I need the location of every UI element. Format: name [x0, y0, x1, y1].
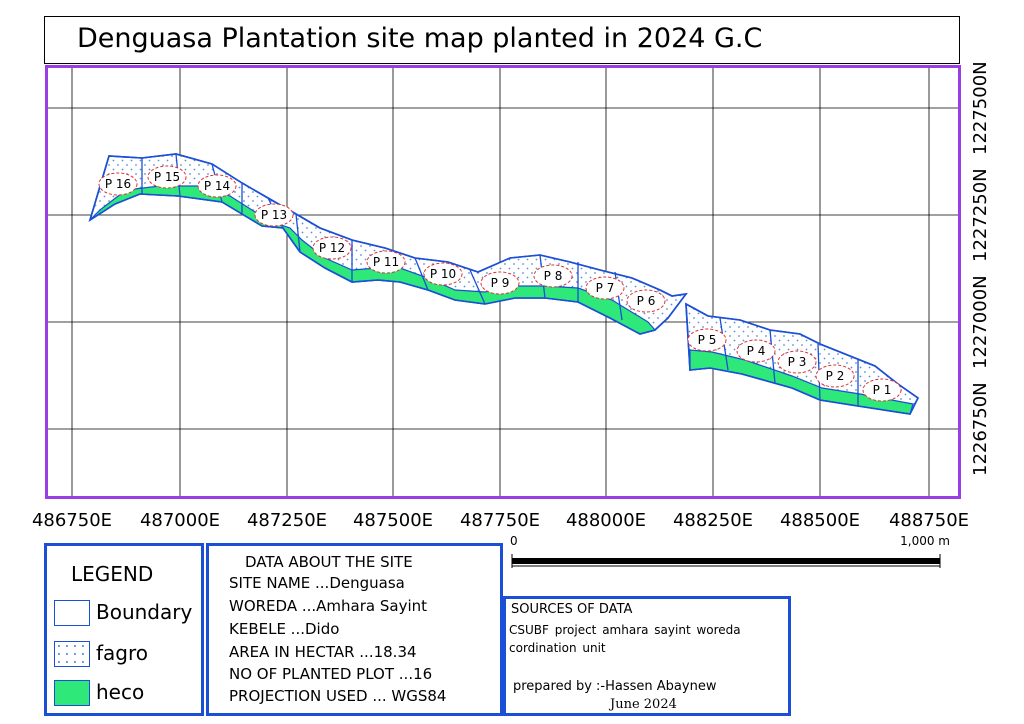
prepared-by: prepared by :-Hassen Abaynew	[513, 679, 717, 694]
plot-label: P 8	[544, 269, 563, 283]
heco-area	[88, 153, 920, 415]
y-coordinate-label: 1227250N	[970, 168, 991, 262]
map-title-box: Denguasa Plantation site map planted in …	[44, 16, 960, 64]
y-coordinate-label: 1227000N	[970, 275, 991, 369]
site-plot-count: NO OF PLANTED PLOT ...16	[229, 665, 433, 683]
x-coordinate-label: 487000E	[139, 510, 221, 531]
x-coordinate-label: 486750E	[31, 510, 113, 531]
plot-label: P 15	[154, 170, 180, 184]
x-coordinate-label: 488750E	[888, 510, 970, 531]
plot-label: P 3	[788, 355, 807, 369]
y-coordinate-label: 1227500N	[970, 61, 991, 155]
site-area: AREA IN HECTAR ...18.34	[229, 643, 417, 661]
plot-label: P 11	[373, 255, 399, 269]
plot-label: P 12	[319, 241, 345, 255]
plot-label: P 9	[491, 276, 510, 290]
legend-label: fagro	[96, 641, 149, 665]
plot-label-ring	[366, 250, 406, 274]
plot-label-ring	[585, 276, 625, 300]
plot-divider	[414, 257, 429, 291]
plot-divider	[295, 213, 301, 253]
plot-label-ring	[815, 364, 855, 388]
sources-description: CSUBF project amhara sayint woreda cordi…	[509, 623, 741, 655]
plot-label: P 10	[430, 267, 456, 281]
y-coordinate-label: 1226750N	[970, 382, 991, 476]
heco-swatch	[54, 680, 90, 706]
plot-label: P 6	[637, 294, 656, 308]
scale-bar-start-label: 0	[510, 534, 518, 548]
plot-label: P 2	[826, 369, 845, 383]
plot-label-ring	[736, 339, 776, 363]
plot-label-ring	[687, 328, 727, 352]
scale-bar: 0 1,000 m	[510, 534, 950, 574]
map-canvas: P 16 P 15 P 14 P 13 P 12 P 11 P 10 P 9 P 8 P 7 P 6…	[48, 68, 958, 496]
map-frame: P 16 P 15 P 14 P 13 P 12 P 11 P 10 P 9 P 8 P 7 P 6…	[45, 65, 961, 499]
legend-title: LEGEND	[71, 562, 154, 586]
site-data-title: DATA ABOUT THE SITE	[245, 553, 413, 571]
plot-label-ring	[312, 236, 352, 260]
legend-label: heco	[96, 680, 145, 704]
site-woreda: WOREDA ...Amhara Sayint	[229, 597, 428, 615]
plot-label-ring	[423, 262, 463, 286]
site-name: SITE NAME ...Denguasa	[229, 574, 405, 592]
plot-label-ring	[254, 203, 294, 227]
x-coordinate-label: 487750E	[459, 510, 541, 531]
x-coordinate-label: 487500E	[352, 510, 434, 531]
plot-label-ring	[533, 264, 573, 288]
east-strip-outline	[685, 302, 920, 415]
scale-bar-end-label: 1,000 m	[900, 534, 950, 548]
plot-label: P 14	[204, 179, 230, 193]
plot-label-ring	[197, 174, 237, 198]
site-projection: PROJECTION USED ... WGS84	[229, 687, 447, 705]
map-title: Denguasa Plantation site map planted in …	[77, 23, 763, 54]
plot-divider	[469, 269, 486, 305]
plot-labels: P 16 P 15 P 14 P 13 P 12 P 11 P 10 P 9 P 8 P 7 P 6…	[98, 165, 902, 402]
x-coordinate-label: 488000E	[565, 510, 647, 531]
legend: LEGEND Boundary fagro heco	[44, 543, 204, 716]
plot-label-ring	[862, 378, 902, 402]
fagro-swatch	[54, 641, 90, 667]
scale-bar-graphic	[511, 554, 941, 568]
plot-label-ring	[777, 350, 817, 374]
x-coordinate-label: 488250E	[672, 510, 754, 531]
boundary-swatch	[54, 600, 90, 626]
x-coordinate-label: 487250E	[246, 510, 328, 531]
legend-label: Boundary	[96, 600, 193, 624]
prepared-date: June 2024	[610, 697, 677, 712]
plot-label: P 16	[105, 177, 131, 191]
plot-label-ring	[480, 271, 520, 295]
plot-label-ring	[98, 172, 138, 196]
plot-label-ring	[147, 165, 187, 189]
plot-label: P 7	[596, 281, 615, 295]
x-coordinate-label: 488500E	[779, 510, 861, 531]
plot-label: P 13	[261, 208, 287, 222]
site-data-panel: DATA ABOUT THE SITE SITE NAME ...Denguas…	[206, 543, 503, 716]
west-strip-outline	[88, 153, 688, 335]
plot-label-ring	[626, 289, 666, 313]
plot-label: P 5	[698, 333, 717, 347]
sources-title: SOURCES OF DATA	[511, 602, 633, 617]
plot-label: P 4	[747, 344, 766, 358]
site-kebele: KEBELE ...Dido	[229, 620, 340, 638]
sources-panel: SOURCES OF DATA CSUBF project amhara say…	[503, 596, 791, 716]
plot-label: P 1	[873, 383, 892, 397]
